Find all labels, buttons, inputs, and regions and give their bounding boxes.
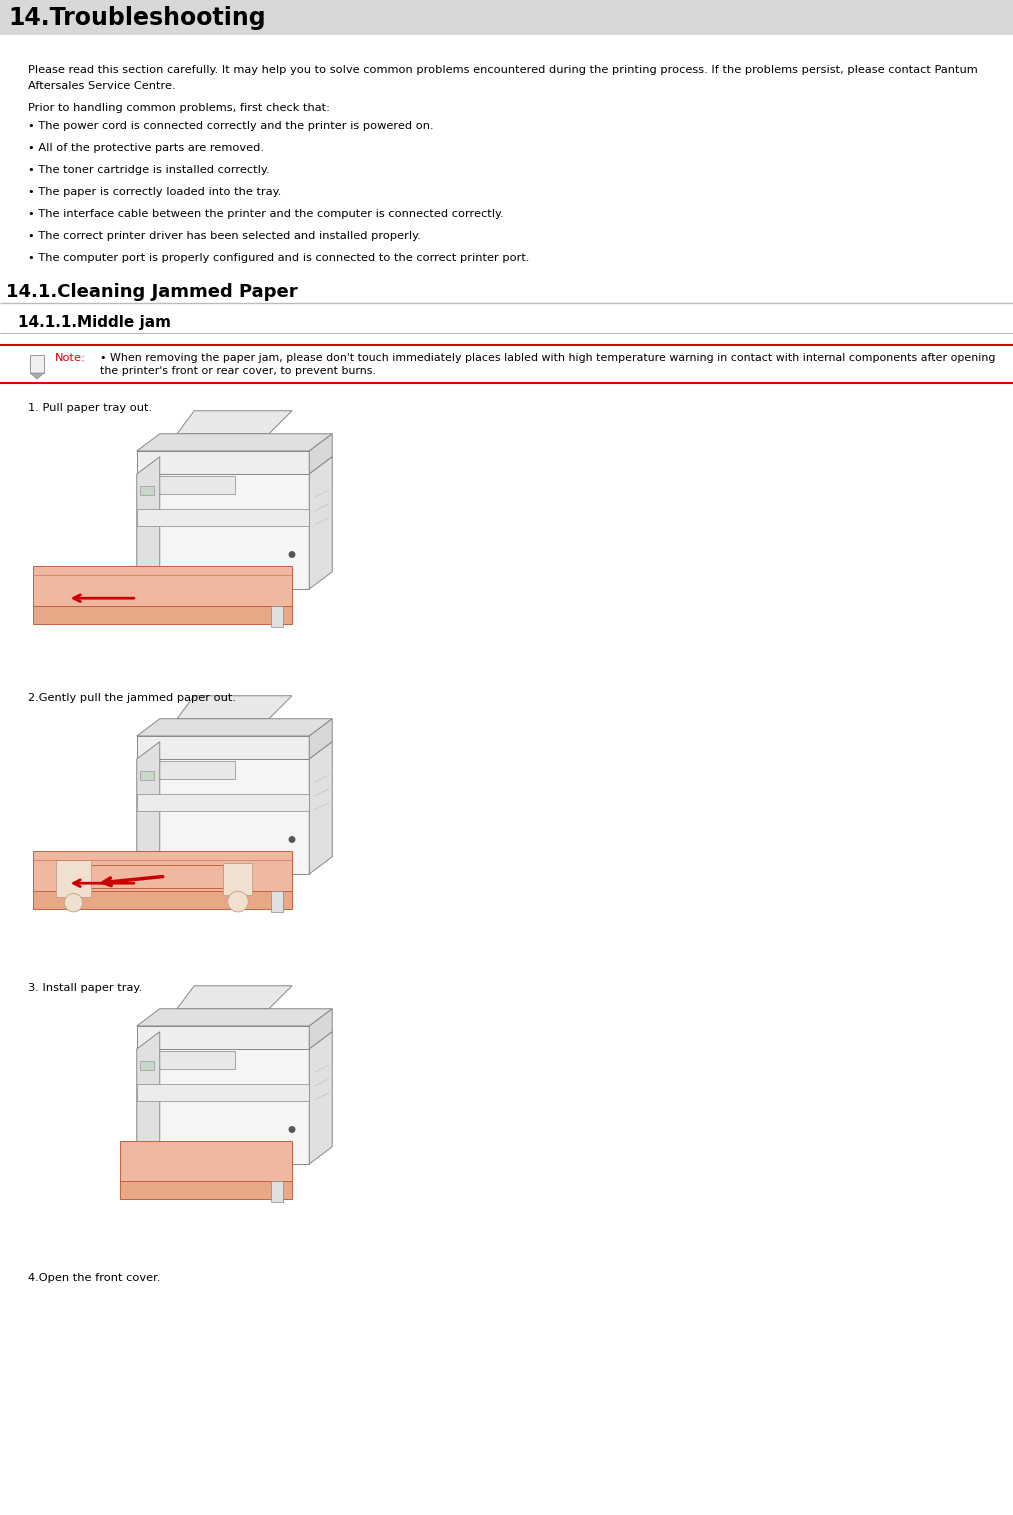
Polygon shape (120, 1141, 292, 1182)
Polygon shape (309, 742, 332, 874)
Text: Please read this section carefully. It may help you to solve common problems enc: Please read this section carefully. It m… (28, 65, 978, 76)
Polygon shape (137, 736, 309, 759)
Polygon shape (33, 567, 292, 606)
Bar (154, 762, 234, 779)
Polygon shape (137, 509, 309, 526)
Text: 14.1.Cleaning Jammed Paper: 14.1.Cleaning Jammed Paper (6, 283, 298, 301)
Polygon shape (137, 794, 309, 811)
Text: • When removing the paper jam, please don't touch immediately places labled with: • When removing the paper jam, please do… (100, 353, 996, 364)
Polygon shape (177, 411, 292, 433)
Polygon shape (57, 861, 91, 897)
Text: 4.Open the front cover.: 4.Open the front cover. (28, 1273, 160, 1283)
Polygon shape (33, 851, 292, 891)
Polygon shape (309, 718, 332, 759)
Text: the printer's front or rear cover, to prevent burns.: the printer's front or rear cover, to pr… (100, 367, 376, 376)
Circle shape (64, 894, 83, 912)
Text: Note:: Note: (55, 353, 86, 364)
Polygon shape (137, 718, 332, 736)
Polygon shape (137, 1032, 160, 1164)
Polygon shape (33, 606, 292, 624)
Text: 14.1.1.Middle jam: 14.1.1.Middle jam (18, 315, 171, 330)
Polygon shape (137, 759, 309, 874)
Bar (154, 476, 234, 494)
Text: • The correct printer driver has been selected and installed properly.: • The correct printer driver has been se… (28, 230, 420, 241)
Circle shape (289, 836, 296, 842)
Bar (0, 0, 1013, 35)
Polygon shape (223, 862, 252, 895)
Polygon shape (309, 1032, 332, 1164)
Text: • The paper is correctly loaded into the tray.: • The paper is correctly loaded into the… (28, 186, 282, 197)
Polygon shape (137, 433, 332, 451)
Text: • All of the protective parts are removed.: • All of the protective parts are remove… (28, 142, 264, 153)
Polygon shape (33, 891, 292, 909)
Text: • The interface cable between the printer and the computer is connected correctl: • The interface cable between the printe… (28, 209, 503, 220)
Bar (30, 355, 44, 373)
Bar (154, 1051, 234, 1068)
Bar (271, 1182, 283, 1201)
Polygon shape (137, 1048, 309, 1164)
Polygon shape (120, 1182, 292, 1198)
Polygon shape (137, 456, 160, 589)
Text: • The power cord is connected correctly and the printer is powered on.: • The power cord is connected correctly … (28, 121, 434, 130)
Circle shape (289, 1126, 296, 1133)
Polygon shape (309, 433, 332, 474)
Polygon shape (137, 1009, 332, 1026)
Polygon shape (137, 451, 309, 474)
Bar (140, 485, 154, 495)
Bar (140, 1060, 154, 1070)
Circle shape (289, 551, 296, 558)
Polygon shape (137, 1083, 309, 1101)
Polygon shape (309, 456, 332, 589)
Text: • The computer port is properly configured and is connected to the correct print: • The computer port is properly configur… (28, 253, 530, 264)
Circle shape (228, 891, 248, 912)
Polygon shape (177, 695, 292, 718)
Text: • The toner cartridge is installed correctly.: • The toner cartridge is installed corre… (28, 165, 269, 176)
Text: Aftersales Service Centre.: Aftersales Service Centre. (28, 80, 175, 91)
Polygon shape (137, 1026, 309, 1048)
Text: 1. Pull paper tray out.: 1. Pull paper tray out. (28, 403, 152, 414)
Bar (271, 891, 283, 912)
Bar (140, 771, 154, 780)
Polygon shape (85, 865, 223, 888)
Polygon shape (137, 742, 160, 874)
Polygon shape (177, 986, 292, 1009)
Text: 14.Troubleshooting: 14.Troubleshooting (8, 6, 265, 30)
Polygon shape (30, 373, 44, 379)
Text: Prior to handling common problems, first check that:: Prior to handling common problems, first… (28, 103, 330, 114)
Polygon shape (137, 474, 309, 589)
Polygon shape (309, 1009, 332, 1048)
Text: 2.Gently pull the jammed paper out.: 2.Gently pull the jammed paper out. (28, 692, 236, 703)
Text: 3. Install paper tray.: 3. Install paper tray. (28, 983, 142, 992)
Bar (271, 606, 283, 627)
